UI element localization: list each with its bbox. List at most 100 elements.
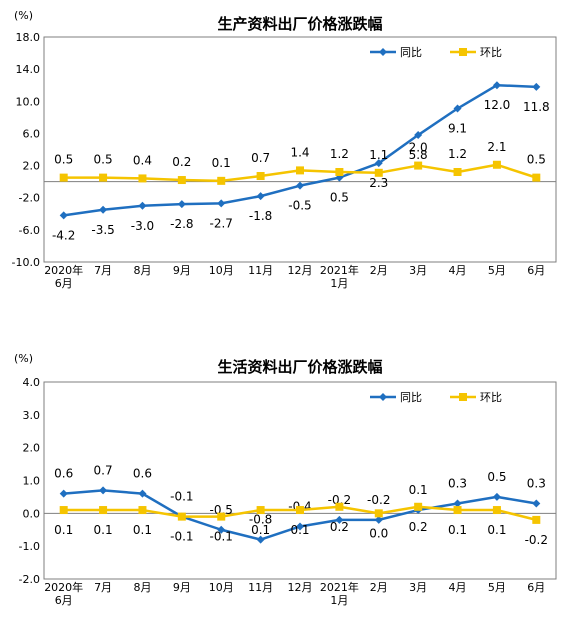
data-point-mom [59,173,68,182]
data-label-mom: 0.4 [133,153,152,167]
data-point-yoy [59,211,68,220]
data-label-mom: 0.1 [133,523,152,537]
x-tick-label: 2020年 [44,263,83,277]
chart-title: 生活资料出厂价格涨跌幅 [217,358,382,376]
data-point-mom [177,176,186,185]
data-label-mom: 0.0 [369,526,388,540]
chart-title: 生产资料出厂价格涨跌幅 [217,15,382,33]
data-label-mom: 2.1 [487,140,506,154]
data-label-mom: 0.1 [448,523,467,537]
data-label-yoy: 0.3 [448,476,467,490]
data-point-mom [532,173,541,182]
data-label-yoy: -2.7 [210,216,233,230]
data-label-mom: 0.5 [94,153,113,167]
data-label-yoy: 0.7 [94,463,113,477]
x-tick-label: 8月 [133,581,151,594]
data-point-yoy [335,515,344,524]
data-point-yoy [99,486,108,495]
data-point-yoy [138,489,147,498]
data-label-yoy: -1.8 [249,209,272,223]
x-tick-label: 2月 [370,264,388,277]
data-label-mom: 1.2 [448,147,467,161]
data-label-yoy: 0.6 [54,467,73,481]
data-point-mom [296,166,304,175]
data-point-mom [532,515,541,524]
data-point-mom [138,174,147,183]
data-label-mom: 1.4 [290,145,309,159]
data-point-mom [217,512,226,521]
data-label-mom: -0.1 [170,530,193,544]
legend-label: 同比 [400,391,422,404]
x-tick-label: 4月 [449,581,467,594]
data-label-mom: 0.1 [94,523,113,537]
data-point-yoy [59,489,68,498]
legend-marker [379,393,387,401]
x-tick-label: 7月 [94,581,112,594]
data-point-mom [296,506,304,515]
data-point-yoy [532,82,541,91]
data-point-yoy [296,522,304,531]
legend-label: 同比 [400,46,422,59]
data-point-mom [59,506,68,515]
data-label-mom: 0.5 [54,153,73,167]
data-point-yoy [217,525,226,534]
data-label-yoy: 0.3 [527,476,546,490]
x-tick-label: 2020年 [44,580,83,594]
data-label-yoy: -0.5 [288,199,311,213]
data-label-mom: 0.7 [251,151,270,165]
data-point-yoy [296,181,304,190]
x-tick-label: 2021年 [320,580,359,594]
data-point-yoy [492,81,501,90]
data-label-mom: 0.1 [487,523,506,537]
data-point-yoy [177,200,186,209]
data-label-mom: 0.2 [409,520,428,534]
x-tick-label: 6月 [527,581,545,594]
x-tick-label: 11月 [248,264,273,277]
x-tick-label: 1月 [330,594,348,607]
data-point-yoy [217,199,226,208]
y-tick-label: 0.0 [23,507,41,520]
y-tick-label: 18.0 [16,31,41,44]
y-tick-label: -2.0 [19,192,40,205]
data-point-mom [335,502,344,511]
y-tick-label: 2.0 [23,160,41,173]
x-tick-label: 6月 [55,277,73,290]
data-point-mom [374,509,383,518]
data-label-yoy: -4.2 [52,228,75,242]
x-tick-label: 10月 [209,581,234,594]
data-point-mom [335,168,344,176]
data-point-yoy [492,492,501,501]
data-label-mom: 0.2 [172,155,191,169]
data-point-mom [99,506,108,515]
data-label-mom: 0.5 [527,153,546,167]
y-tick-label: 10.0 [16,95,41,108]
data-point-mom [256,172,265,181]
data-label-mom: -0.1 [210,530,233,544]
y-tick-label: 6.0 [23,127,41,140]
data-label-yoy: 5.8 [409,148,428,162]
y-tick-label: 3.0 [23,409,41,422]
y-tick-label: -6.0 [19,224,40,237]
data-point-yoy [374,515,383,524]
data-point-mom [414,502,423,511]
data-label-mom: -0.2 [525,533,548,547]
x-tick-label: 11月 [248,581,273,594]
data-point-yoy [256,192,265,201]
x-tick-label: 3月 [409,264,427,277]
data-point-mom [217,176,226,185]
x-tick-label: 9月 [173,264,191,277]
data-label-yoy: -0.2 [328,493,351,507]
data-point-mom [453,506,462,515]
unit-label: (%) [14,352,33,365]
data-label-yoy: -0.1 [170,490,193,504]
x-tick-label: 2021年 [320,263,359,277]
data-point-mom [374,168,383,177]
data-label-yoy: 9.1 [448,122,467,136]
x-tick-label: 7月 [94,264,112,277]
x-tick-label: 6月 [527,264,545,277]
x-tick-label: 2月 [370,581,388,594]
data-label-mom: 1.1 [369,148,388,162]
data-point-yoy [374,159,383,168]
data-point-yoy [532,499,541,508]
x-tick-label: 5月 [488,581,506,594]
